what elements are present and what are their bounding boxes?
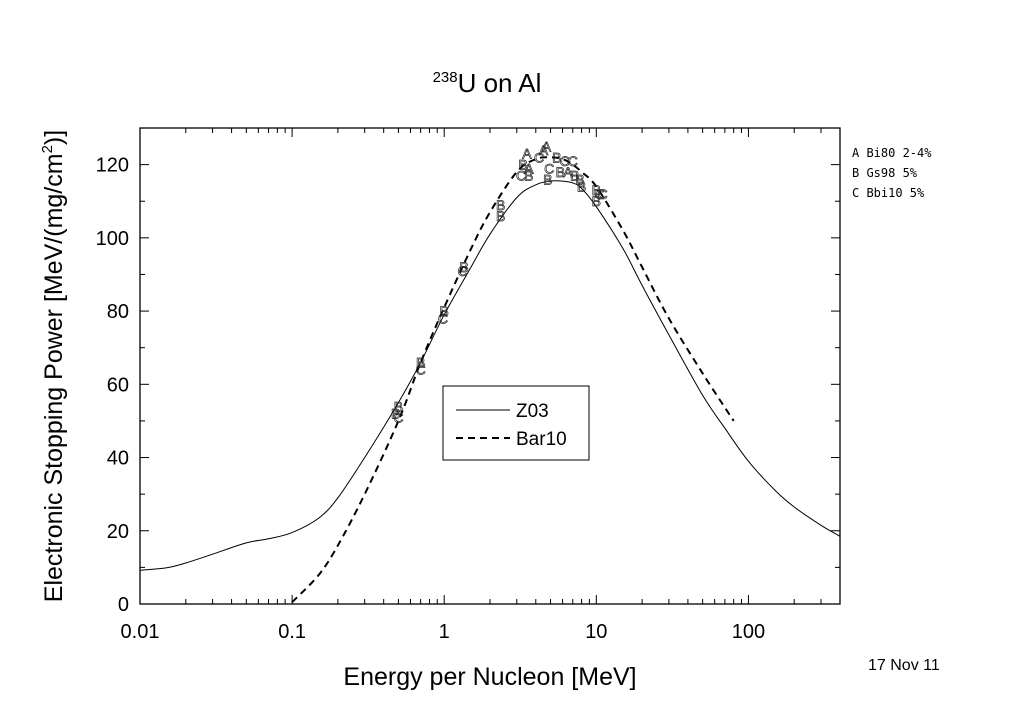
data-point-b: B — [416, 354, 425, 370]
data-point-b: B — [592, 182, 601, 198]
y-tick-label: 100 — [96, 228, 129, 250]
y-tick-label: 40 — [107, 448, 129, 470]
data-point-b: B — [394, 398, 403, 414]
data-point-c: C — [568, 153, 578, 169]
y-axis-label-main: Electronic Stopping Power [MeV/(mg/cm — [40, 153, 68, 602]
data-point-c: C — [598, 186, 608, 202]
data-point-c: C — [560, 153, 570, 169]
data-point-b: B — [524, 168, 533, 184]
axis-ticks — [139, 127, 841, 605]
series-lines — [139, 156, 841, 603]
data-point-c: C — [534, 149, 544, 165]
data-point-c: C — [544, 160, 554, 176]
x-tick-label: 10 — [585, 621, 607, 643]
y-axis-label-end: )] — [40, 130, 68, 145]
data-point-a: A — [522, 146, 532, 162]
plot-frame — [139, 127, 841, 605]
data-point-b: B — [518, 157, 527, 173]
y-tick-labels: 0 20 40 60 80 100 120 — [96, 155, 129, 616]
data-point-b: B — [391, 406, 400, 422]
data-point-a: A — [542, 138, 552, 154]
data-point-b: B — [552, 149, 561, 165]
data-point-b: B — [459, 259, 468, 275]
x-tick-label: 0.1 — [278, 621, 306, 643]
data-point-c: C — [457, 263, 467, 279]
data-point-b: B — [496, 197, 505, 213]
series-line-z03 — [139, 180, 841, 571]
y-axis-label-sup: 2 — [39, 145, 56, 153]
reference-a: A Bi80 2-4% — [852, 146, 932, 160]
data-point-c: C — [438, 310, 448, 326]
data-point-b: B — [543, 171, 552, 187]
data-point-c: C — [416, 362, 426, 378]
data-point-b: B — [440, 303, 449, 319]
reference-b: B Gs98 5% — [852, 166, 918, 180]
data-point-c: C — [393, 409, 403, 425]
chart-title-sup: 238 — [433, 69, 458, 86]
data-point-b: B — [496, 208, 505, 224]
date-stamp: 17 Nov 11 — [868, 657, 940, 674]
x-tick-label: 0.01 — [121, 621, 160, 643]
series-line-bar10 — [291, 156, 735, 603]
y-tick-label: 20 — [107, 521, 129, 543]
x-tick-labels: 0.01 0.1 1 10 100 — [121, 621, 766, 643]
y-tick-label: 0 — [118, 594, 129, 616]
y-tick-label: 120 — [96, 155, 129, 177]
reference-list: A Bi80 2-4% B Gs98 5% C Bbi10 5% — [852, 146, 932, 200]
data-point-a: A — [539, 142, 549, 158]
data-point-a: A — [524, 160, 534, 176]
legend-label-bar10: Bar10 — [516, 429, 567, 450]
y-axis-label: Electronic Stopping Power [MeV/(mg/cm2)] — [39, 130, 68, 602]
data-point-b: B — [570, 168, 579, 184]
x-tick-label: 1 — [439, 621, 450, 643]
legend-box — [442, 385, 590, 461]
chart-title: 238U on Al — [433, 68, 542, 98]
y-tick-label: 60 — [107, 374, 129, 396]
chart-title-main: U on Al — [458, 68, 542, 98]
data-point-b: B — [556, 164, 565, 180]
y-tick-label: 80 — [107, 301, 129, 323]
legend: Z03 Bar10 — [442, 385, 590, 461]
x-axis-label: Energy per Nucleon [MeV] — [343, 663, 636, 691]
reference-c: C Bbi10 5% — [852, 186, 925, 200]
x-tick-label: 100 — [732, 621, 765, 643]
data-point-c: C — [594, 186, 604, 202]
data-point-b: B — [592, 193, 601, 209]
data-point-c: C — [516, 168, 526, 184]
data-point-b: B — [575, 171, 584, 187]
data-point-a: A — [563, 164, 573, 180]
legend-label-z03: Z03 — [516, 401, 549, 422]
data-point-b: B — [577, 179, 586, 195]
